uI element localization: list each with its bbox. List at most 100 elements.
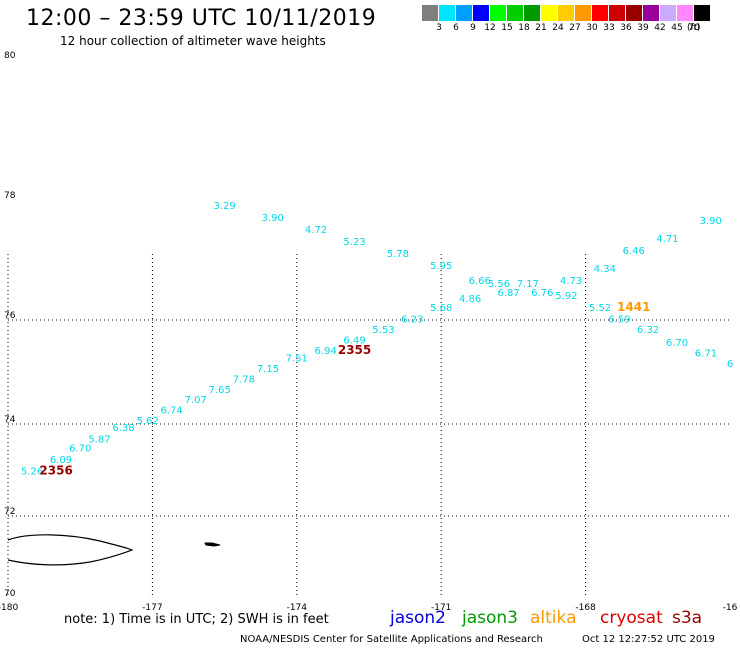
wave-height-label: 6.74 (161, 406, 183, 417)
colorbar-unit-label: (ft) (687, 23, 701, 33)
footer-note: note: 1) Time is in UTC; 2) SWH is in fe… (64, 612, 329, 627)
satellite-legend-item: jason2 (390, 608, 446, 628)
colorbar-swatch (609, 5, 626, 21)
colorbar-swatch (524, 5, 541, 21)
lon-tick-label: -16 (723, 603, 738, 613)
wave-height-label: 1441 (617, 300, 650, 314)
wave-height-label: 5.53 (372, 325, 394, 336)
colorbar-tick-label: 12 (484, 23, 496, 33)
wave-height-label: 6.66 (469, 276, 491, 287)
colorbar-tick-label: 36 (620, 23, 632, 33)
wave-height-label: 3.29 (213, 201, 235, 212)
wave-height-label: 4.71 (656, 234, 678, 245)
colorbar-swatch (507, 5, 524, 21)
generated-timestamp: Oct 12 12:27:52 UTC 2019 (582, 634, 715, 645)
wave-height-label: 6.59 (608, 315, 630, 326)
colorbar-swatch (558, 5, 575, 21)
wave-height-label: 6.76 (531, 288, 553, 299)
wave-height-label: 6.38 (112, 423, 134, 434)
lat-tick-label: 74 (4, 415, 16, 425)
wave-height-label: 5.87 (88, 434, 110, 445)
satellite-legend-item: altika (530, 608, 577, 628)
wave-height-label: 5.23 (343, 237, 365, 248)
wave-height-label: 5.56 (488, 279, 510, 290)
wave-height-label: 7.65 (209, 385, 231, 396)
lon-tick-label: -180 (0, 603, 18, 613)
colorbar-tick-label: 30 (586, 23, 598, 33)
wave-height-label: 7.17 (517, 279, 539, 290)
credit-text: NOAA/NESDIS Center for Satellite Applica… (240, 634, 543, 645)
colorbar-swatch (626, 5, 643, 21)
wave-height-label: 5.52 (589, 303, 611, 314)
lat-tick-label: 78 (4, 191, 16, 201)
colorbar-tick-label: 15 (501, 23, 513, 33)
colorbar-tick-label: 33 (603, 23, 615, 33)
wave-height-label: 5.92 (555, 291, 577, 302)
wave-height-label: 7.78 (233, 374, 255, 385)
wave-height-label: 5.62 (136, 416, 158, 427)
island (204, 542, 221, 547)
colorbar-swatch (677, 5, 694, 21)
wave-height-label: 3.90 (700, 216, 722, 227)
colorbar-swatch (439, 5, 456, 21)
colorbar-tick-label: 6 (453, 23, 459, 33)
wave-height-label: 5.68 (430, 303, 452, 314)
wave-height-label: 6 (727, 359, 733, 370)
colorbar-tick-label: 45 (671, 23, 683, 33)
wave-height-label: 4.72 (305, 225, 327, 236)
wave-height-label: 6.32 (637, 325, 659, 336)
colorbar-swatch (643, 5, 660, 21)
wave-height-label: 4.73 (560, 276, 582, 287)
colorbar-tick-label: 27 (569, 23, 581, 33)
colorbar-swatch (541, 5, 558, 21)
lon-tick-label: -168 (575, 603, 596, 613)
wave-height-label: 6.94 (315, 346, 337, 357)
colorbar-tick-label: 39 (637, 23, 649, 33)
lat-tick-label: 72 (4, 507, 15, 517)
lon-tick-label: -174 (287, 603, 308, 613)
colorbar-swatch (473, 5, 490, 21)
lat-tick-label: 80 (4, 51, 16, 61)
colorbar-tick-label: 42 (654, 23, 666, 33)
colorbar-swatch (422, 5, 439, 21)
colorbar-swatch (490, 5, 507, 21)
wave-height-label: 5.78 (387, 249, 409, 260)
wave-height-label: 4.86 (459, 294, 481, 305)
wave-height-label: 7.51 (286, 354, 308, 365)
wave-height-label: 3.90 (262, 213, 284, 224)
wave-height-label: 5.95 (430, 261, 452, 272)
wave-height-label: 6.70 (666, 338, 688, 349)
wave-height-label: 6.71 (695, 348, 717, 359)
colorbar-tick-label: 18 (518, 23, 530, 33)
satellite-legend-item: jason3 (462, 608, 518, 628)
wave-height-label: 6.87 (497, 288, 519, 299)
wave-height-label: 6.70 (69, 444, 91, 455)
colorbar-tick-label: 9 (470, 23, 476, 33)
page-subtitle: 12 hour collection of altimeter wave hei… (60, 34, 326, 48)
lon-tick-label: -177 (142, 603, 162, 613)
colorbar-swatch (592, 5, 609, 21)
coastline (7, 534, 134, 566)
wave-height-label: 2356 (39, 464, 72, 478)
wave-height-label: 6.49 (343, 335, 365, 346)
wave-height-label: 5.26 (21, 467, 43, 478)
wave-height-label: 6.46 (623, 246, 645, 257)
page-title: 12:00 – 23:59 UTC 10/11/2019 (26, 6, 377, 31)
colorbar-swatch (575, 5, 592, 21)
wave-height-label: 4.34 (594, 264, 616, 275)
colorbar-tick-label: 70 (688, 23, 700, 33)
wave-height-label: 2355 (338, 343, 371, 357)
wave-height-label: 6.23 (401, 315, 423, 326)
colorbar-swatch (694, 5, 711, 21)
lat-tick-label: 70 (4, 589, 16, 599)
wave-height-label: 7.07 (185, 395, 207, 406)
colorbar-swatch (660, 5, 677, 21)
satellite-legend-item: s3a (672, 608, 703, 628)
colorbar-tick-label: 24 (552, 23, 564, 33)
lon-tick-label: -171 (431, 603, 451, 613)
lat-tick-label: 76 (4, 311, 16, 321)
colorbar-tick-label: 21 (535, 23, 547, 33)
satellite-legend-item: cryosat (600, 608, 663, 628)
wave-height-label: 7.15 (257, 364, 279, 375)
